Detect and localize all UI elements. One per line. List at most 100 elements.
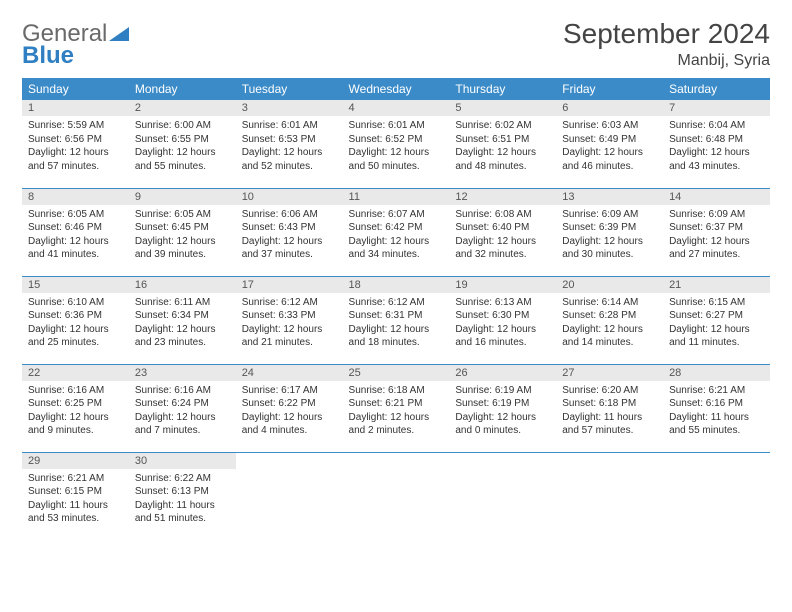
logo-text-blue: Blue: [22, 44, 129, 68]
weekday-header: Wednesday: [343, 78, 450, 100]
sunset-text: Sunset: 6:36 PM: [28, 309, 123, 323]
calendar-day-cell: 17Sunrise: 6:12 AMSunset: 6:33 PMDayligh…: [236, 276, 343, 364]
daylight-text: Daylight: 12 hours and 37 minutes.: [242, 235, 337, 262]
sunrise-text: Sunrise: 6:20 AM: [562, 384, 657, 398]
daylight-text: Daylight: 12 hours and 34 minutes.: [349, 235, 444, 262]
sunset-text: Sunset: 6:45 PM: [135, 221, 230, 235]
day-details: Sunrise: 6:22 AMSunset: 6:13 PMDaylight:…: [129, 469, 236, 530]
calendar-week-row: 29Sunrise: 6:21 AMSunset: 6:15 PMDayligh…: [22, 452, 770, 540]
day-details: Sunrise: 6:15 AMSunset: 6:27 PMDaylight:…: [663, 293, 770, 354]
calendar-day-cell: 9Sunrise: 6:05 AMSunset: 6:45 PMDaylight…: [129, 188, 236, 276]
daylight-text: Daylight: 12 hours and 55 minutes.: [135, 146, 230, 173]
sunrise-text: Sunrise: 6:00 AM: [135, 119, 230, 133]
sunset-text: Sunset: 6:24 PM: [135, 397, 230, 411]
sunset-text: Sunset: 6:13 PM: [135, 485, 230, 499]
day-details: Sunrise: 6:09 AMSunset: 6:37 PMDaylight:…: [663, 205, 770, 266]
day-number: 3: [236, 100, 343, 116]
sunset-text: Sunset: 6:21 PM: [349, 397, 444, 411]
day-details: Sunrise: 6:04 AMSunset: 6:48 PMDaylight:…: [663, 116, 770, 177]
calendar-day-cell: 16 Sunrise: 6:11 AMSunset: 6:34 PMDayligh…: [129, 276, 236, 364]
month-title: September 2024: [563, 18, 770, 50]
day-number: 11: [343, 189, 450, 205]
sunrise-text: Sunrise: 5:59 AM: [28, 119, 123, 133]
sunset-text: Sunset: 6:34 PM: [135, 309, 230, 323]
day-details: Sunrise: 6:09 AMSunset: 6:39 PMDaylight:…: [556, 205, 663, 266]
daylight-text: Daylight: 12 hours and 2 minutes.: [349, 411, 444, 438]
day-details: Sunrise: 5:59 AMSunset: 6:56 PMDaylight:…: [22, 116, 129, 177]
calendar-day-cell: 5Sunrise: 6:02 AMSunset: 6:51 PMDaylight…: [449, 100, 556, 188]
calendar-day-cell: 12Sunrise: 6:08 AMSunset: 6:40 PMDayligh…: [449, 188, 556, 276]
day-number: 26: [449, 365, 556, 381]
day-number: 25: [343, 365, 450, 381]
sunrise-text: Sunrise: 6:21 AM: [28, 472, 123, 486]
day-details: Sunrise: 6:16 AMSunset: 6:25 PMDaylight:…: [22, 381, 129, 442]
day-number: 10: [236, 189, 343, 205]
day-number: 19: [449, 277, 556, 293]
day-number: 16: [129, 277, 236, 293]
calendar-day-cell: 28Sunrise: 6:21 AMSunset: 6:16 PMDayligh…: [663, 364, 770, 452]
weekday-header: Monday: [129, 78, 236, 100]
day-details: Sunrise: 6:12 AMSunset: 6:33 PMDaylight:…: [236, 293, 343, 354]
sunset-text: Sunset: 6:40 PM: [455, 221, 550, 235]
day-number: 12: [449, 189, 556, 205]
sunrise-text: Sunrise: 6:12 AM: [349, 296, 444, 310]
daylight-text: Daylight: 12 hours and 4 minutes.: [242, 411, 337, 438]
daylight-text: Daylight: 12 hours and 50 minutes.: [349, 146, 444, 173]
sunrise-text: Sunrise: 6:19 AM: [455, 384, 550, 398]
weekday-header-row: Sunday Monday Tuesday Wednesday Thursday…: [22, 78, 770, 100]
sunrise-text: Sunrise: 6:11 AM: [135, 296, 230, 310]
calendar-day-cell: 18Sunrise: 6:12 AMSunset: 6:31 PMDayligh…: [343, 276, 450, 364]
calendar-day-cell: [449, 452, 556, 540]
sunrise-text: Sunrise: 6:04 AM: [669, 119, 764, 133]
daylight-text: Daylight: 11 hours and 55 minutes.: [669, 411, 764, 438]
calendar-day-cell: 14Sunrise: 6:09 AMSunset: 6:37 PMDayligh…: [663, 188, 770, 276]
day-number: 2: [129, 100, 236, 116]
calendar-day-cell: 7Sunrise: 6:04 AMSunset: 6:48 PMDaylight…: [663, 100, 770, 188]
day-number: 27: [556, 365, 663, 381]
sunrise-text: Sunrise: 6:16 AM: [135, 384, 230, 398]
day-number: 24: [236, 365, 343, 381]
calendar-day-cell: 15Sunrise: 6:10 AMSunset: 6:36 PMDayligh…: [22, 276, 129, 364]
daylight-text: Daylight: 12 hours and 7 minutes.: [135, 411, 230, 438]
calendar-day-cell: 19Sunrise: 6:13 AMSunset: 6:30 PMDayligh…: [449, 276, 556, 364]
sunrise-text: Sunrise: 6:13 AM: [455, 296, 550, 310]
calendar-day-cell: 3Sunrise: 6:01 AMSunset: 6:53 PMDaylight…: [236, 100, 343, 188]
daylight-text: Daylight: 11 hours and 51 minutes.: [135, 499, 230, 526]
day-details: Sunrise: 6:01 AMSunset: 6:52 PMDaylight:…: [343, 116, 450, 177]
sunset-text: Sunset: 6:48 PM: [669, 133, 764, 147]
sunrise-text: Sunrise: 6:08 AM: [455, 208, 550, 222]
sunrise-text: Sunrise: 6:16 AM: [28, 384, 123, 398]
day-details: Sunrise: 6:14 AMSunset: 6:28 PMDaylight:…: [556, 293, 663, 354]
sunrise-text: Sunrise: 6:15 AM: [669, 296, 764, 310]
day-details: Sunrise: 6:21 AMSunset: 6:16 PMDaylight:…: [663, 381, 770, 442]
day-number: 5: [449, 100, 556, 116]
sunset-text: Sunset: 6:46 PM: [28, 221, 123, 235]
daylight-text: Daylight: 12 hours and 25 minutes.: [28, 323, 123, 350]
sunset-text: Sunset: 6:25 PM: [28, 397, 123, 411]
sunrise-text: Sunrise: 6:01 AM: [242, 119, 337, 133]
sunrise-text: Sunrise: 6:09 AM: [669, 208, 764, 222]
day-details: Sunrise: 6:12 AMSunset: 6:31 PMDaylight:…: [343, 293, 450, 354]
day-details: Sunrise: 6:06 AMSunset: 6:43 PMDaylight:…: [236, 205, 343, 266]
daylight-text: Daylight: 12 hours and 16 minutes.: [455, 323, 550, 350]
sunrise-text: Sunrise: 6:17 AM: [242, 384, 337, 398]
calendar-day-cell: 2 Sunrise: 6:00 AMSunset: 6:55 PMDaylight…: [129, 100, 236, 188]
daylight-text: Daylight: 12 hours and 9 minutes.: [28, 411, 123, 438]
sunrise-text: Sunrise: 6:21 AM: [669, 384, 764, 398]
day-number: 4: [343, 100, 450, 116]
sunrise-text: Sunrise: 6:09 AM: [562, 208, 657, 222]
sunset-text: Sunset: 6:53 PM: [242, 133, 337, 147]
day-details: Sunrise: 6:05 AMSunset: 6:46 PMDaylight:…: [22, 205, 129, 266]
daylight-text: Daylight: 12 hours and 21 minutes.: [242, 323, 337, 350]
weekday-header: Friday: [556, 78, 663, 100]
calendar-day-cell: 26Sunrise: 6:19 AMSunset: 6:19 PMDayligh…: [449, 364, 556, 452]
calendar-day-cell: 11Sunrise: 6:07 AMSunset: 6:42 PMDayligh…: [343, 188, 450, 276]
daylight-text: Daylight: 12 hours and 23 minutes.: [135, 323, 230, 350]
sunset-text: Sunset: 6:55 PM: [135, 133, 230, 147]
daylight-text: Daylight: 12 hours and 14 minutes.: [562, 323, 657, 350]
day-details: Sunrise: 6:20 AMSunset: 6:18 PMDaylight:…: [556, 381, 663, 442]
logo: GeneralBlue: [22, 18, 129, 68]
daylight-text: Daylight: 12 hours and 27 minutes.: [669, 235, 764, 262]
sunset-text: Sunset: 6:42 PM: [349, 221, 444, 235]
calendar-day-cell: [663, 452, 770, 540]
